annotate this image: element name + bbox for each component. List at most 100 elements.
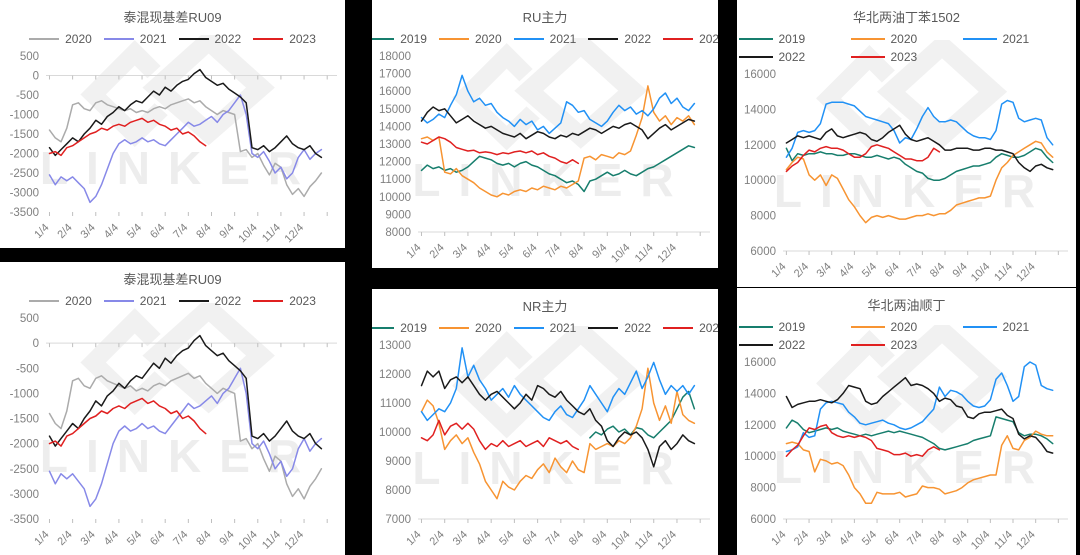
x-axis-label: 1/4 <box>769 261 788 280</box>
series-line-2023 <box>48 117 207 157</box>
x-axis-label: 5/4 <box>860 261 879 280</box>
y-axis-label: -1000 <box>10 388 39 400</box>
legend-item-2021: 2021 <box>103 294 167 308</box>
x-axis-label: 1/4 <box>404 529 423 548</box>
legend-label: 2021 <box>1002 320 1030 334</box>
series-line-2023 <box>48 397 207 447</box>
y-axis-label: 7000 <box>385 514 411 526</box>
legend-label: 2020 <box>65 32 92 46</box>
y-axis-label: 0 <box>33 71 39 83</box>
series-line-2021 <box>48 94 323 204</box>
x-axis-label: 6/4 <box>883 261 902 280</box>
y-axis-label: 8000 <box>750 483 776 495</box>
linker-logo-icon <box>79 34 280 147</box>
y-axis-label: 11000 <box>380 174 411 186</box>
legend-swatch-2022 <box>178 38 209 40</box>
legend-item-2023: 2023 <box>850 338 963 352</box>
x-axis-label: 2/4 <box>792 261 811 280</box>
legend-swatch-2019 <box>372 38 395 40</box>
watermark-text: LINKER <box>412 153 692 206</box>
chart-plot: 500 0 -500 -1000 -1500 -2000 -2500 -3000 -3500 1/… <box>10 313 337 552</box>
legend-item-2022: 2022 <box>178 32 241 46</box>
legend-swatch-2020 <box>850 38 885 40</box>
y-axis-label: 8000 <box>385 227 411 239</box>
legend-swatch-2020 <box>438 327 469 329</box>
legend-swatch-2021 <box>103 300 134 302</box>
legend-item-2023: 2023 <box>253 294 316 308</box>
y-axis-label: -2000 <box>10 439 39 451</box>
x-axis-label: 2/4 <box>55 529 74 548</box>
series-line-2021 <box>420 74 696 135</box>
series-line-2019 <box>420 145 696 193</box>
chart-title: RU主力 <box>522 10 568 25</box>
series-line-2023 <box>785 144 941 173</box>
legend-label: 2023 <box>289 294 316 308</box>
legend-item-2022: 2022 <box>588 32 651 46</box>
x-axis-label: 11/4 <box>633 242 656 265</box>
y-axis-label: 6000 <box>750 246 776 258</box>
legend-label: 2019 <box>778 32 806 46</box>
legend-item-2020: 2020 <box>438 32 502 46</box>
x-axis-label: 4/4 <box>474 529 493 548</box>
y-axis-label: 9000 <box>385 209 411 221</box>
legend-swatch-2023 <box>253 38 284 40</box>
x-axis-label: 4/4 <box>102 222 121 241</box>
legend-label: 2022 <box>624 32 652 46</box>
legend-label: 2022 <box>624 321 652 335</box>
legend-swatch-2020 <box>850 326 885 328</box>
series-line-2020 <box>48 98 323 198</box>
x-axis-label: 3/4 <box>451 529 470 548</box>
x-axis-label: 12/4 <box>655 529 679 553</box>
x-axis-label: 10/4 <box>609 242 633 266</box>
x-axis-label: 3/4 <box>815 529 834 548</box>
linker-logo-icon <box>452 326 653 439</box>
y-axis-label: 9000 <box>385 456 411 468</box>
series-line-2022 <box>48 334 323 450</box>
x-axis-label: 1/4 <box>32 529 51 548</box>
x-axis-label: 10/4 <box>969 261 993 285</box>
series-line-2023 <box>420 419 580 451</box>
legend-label: 2020 <box>890 32 918 46</box>
y-axis-label: -1500 <box>10 414 39 426</box>
series-line-2020 <box>785 140 1054 224</box>
x-axis-label: 6/4 <box>520 242 539 261</box>
series-line-2021 <box>785 99 1054 158</box>
legend-swatch-2022 <box>738 344 773 346</box>
x-axis-label: 3/4 <box>79 222 98 241</box>
y-axis-label: 13000 <box>379 139 411 151</box>
y-axis-label: 10000 <box>379 427 411 439</box>
legend-label: 2023 <box>699 32 718 46</box>
series-line-2023 <box>420 136 580 165</box>
x-axis-label: 6/4 <box>883 529 902 548</box>
series-line-2022 <box>420 370 696 468</box>
x-axis-label: 7/4 <box>905 529 924 548</box>
y-axis-label: 16000 <box>744 357 776 369</box>
x-axis-label: 2/4 <box>428 242 447 261</box>
legend-item-2020: 2020 <box>850 32 963 46</box>
legend-swatch-2020 <box>438 38 469 40</box>
x-axis-label: 6/4 <box>520 529 539 548</box>
legend-swatch-2023 <box>663 327 694 329</box>
y-axis-label: 12000 <box>379 369 411 381</box>
chart-legend: 2019 2020 2021 2022 2023 <box>738 32 1075 64</box>
legend-item-2021: 2021 <box>513 32 576 46</box>
legend-item-2021: 2021 <box>962 320 1075 334</box>
legend-swatch-2023 <box>253 300 284 302</box>
legend-item-2021: 2021 <box>513 321 576 335</box>
legend-label: 2023 <box>289 32 316 46</box>
y-axis-label: 500 <box>20 51 39 63</box>
series-line-2020 <box>48 372 323 500</box>
series-line-2023 <box>785 424 941 457</box>
watermark-text: LINKER <box>412 441 692 494</box>
x-axis-label: 8/4 <box>928 529 947 548</box>
x-axis-label: 5/4 <box>125 222 144 241</box>
legend-swatch-2023 <box>850 56 885 58</box>
x-axis-label: 11/4 <box>260 222 283 245</box>
y-axis-label: -1500 <box>10 129 39 141</box>
chart-legend: 2020 2021 2022 2023 <box>0 32 345 46</box>
x-axis-label: 5/4 <box>860 529 879 548</box>
y-axis-label: 500 <box>20 313 39 325</box>
y-axis-label: 14000 <box>744 104 776 116</box>
x-axis-label: 4/4 <box>837 529 856 548</box>
chart-legend: 2020 2021 2022 2023 <box>0 294 345 308</box>
